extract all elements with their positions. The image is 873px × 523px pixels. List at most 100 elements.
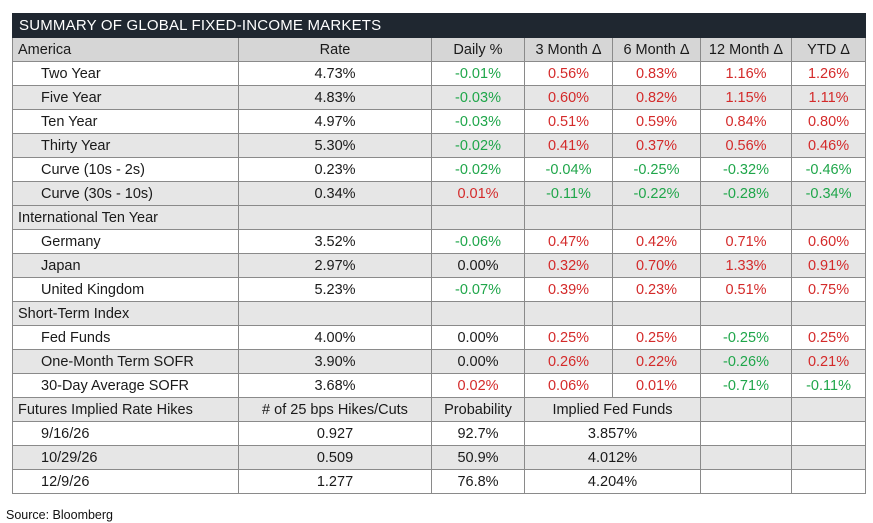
header-12m: 12 Month Δ bbox=[700, 37, 792, 62]
table-row: Curve (10s - 2s) 0.23% -0.02% -0.04% -0.25% -… bbox=[12, 157, 867, 182]
empty-cell bbox=[700, 469, 792, 494]
rate-cell: 0.34% bbox=[238, 181, 432, 206]
ytd-cell: -0.46% bbox=[790, 157, 867, 182]
six-month-cell: 0.59% bbox=[612, 109, 701, 134]
table-row: Fed Funds 4.00% 0.00% 0.25% 0.25% -0.25% 0.25% bbox=[12, 325, 867, 350]
ytd-cell: -0.34% bbox=[790, 181, 867, 206]
empty-cell bbox=[431, 205, 525, 230]
table-row: 12/9/26 1.277 76.8% 4.204% bbox=[12, 469, 867, 494]
table-row: Five Year 4.83% -0.03% 0.60% 0.82% 1.15% 1.11% bbox=[12, 85, 867, 110]
date-cell: 10/29/26 bbox=[12, 445, 239, 470]
twelve-month-cell: 0.51% bbox=[700, 277, 792, 302]
empty-cell bbox=[790, 469, 867, 494]
table-row: 10/29/26 0.509 50.9% 4.012% bbox=[12, 445, 867, 470]
twelve-month-cell: 0.71% bbox=[700, 229, 792, 254]
row-label: Thirty Year bbox=[12, 133, 239, 158]
rate-cell: 4.00% bbox=[238, 325, 432, 350]
rate-cell: 5.23% bbox=[238, 277, 432, 302]
twelve-month-cell: 0.84% bbox=[700, 109, 792, 134]
six-month-cell: 0.23% bbox=[612, 277, 701, 302]
row-label: United Kingdom bbox=[12, 277, 239, 302]
header-ytd: YTD Δ bbox=[790, 37, 867, 62]
rate-cell: 3.90% bbox=[238, 349, 432, 374]
daily-cell: 0.01% bbox=[431, 181, 525, 206]
three-month-cell: 0.39% bbox=[524, 277, 613, 302]
header-america: America bbox=[12, 37, 239, 62]
header-3m: 3 Month Δ bbox=[524, 37, 613, 62]
daily-cell: -0.07% bbox=[431, 277, 525, 302]
row-label: Ten Year bbox=[12, 109, 239, 134]
header-6m: 6 Month Δ bbox=[612, 37, 701, 62]
ytd-cell: 0.25% bbox=[790, 325, 867, 350]
table-row: Ten Year 4.97% -0.03% 0.51% 0.59% 0.84% 0.80% bbox=[12, 109, 867, 134]
rate-cell: 4.73% bbox=[238, 61, 432, 86]
table-row: Thirty Year 5.30% -0.02% 0.41% 0.37% 0.56% 0.4… bbox=[12, 133, 867, 158]
date-cell: 9/16/26 bbox=[12, 421, 239, 446]
section-futures: Futures Implied Rate Hikes # of 25 bps Hi… bbox=[12, 397, 867, 422]
empty-cell bbox=[524, 205, 613, 230]
rate-cell: 5.30% bbox=[238, 133, 432, 158]
row-label: Germany bbox=[12, 229, 239, 254]
ytd-cell: 0.75% bbox=[790, 277, 867, 302]
twelve-month-cell: 1.33% bbox=[700, 253, 792, 278]
daily-cell: -0.03% bbox=[431, 85, 525, 110]
table-row: Two Year 4.73% -0.01% 0.56% 0.83% 1.16% 1.26% bbox=[12, 61, 867, 86]
six-month-cell: -0.22% bbox=[612, 181, 701, 206]
ytd-cell: 0.46% bbox=[790, 133, 867, 158]
table-row: One-Month Term SOFR 3.90% 0.00% 0.26% 0.22% -… bbox=[12, 349, 867, 374]
row-label: One-Month Term SOFR bbox=[12, 349, 239, 374]
empty-cell bbox=[790, 205, 867, 230]
three-month-cell: 0.06% bbox=[524, 373, 613, 398]
empty-cell bbox=[700, 301, 792, 326]
fixed-income-summary: SUMMARY OF GLOBAL FIXED-INCOME MARKETS A… bbox=[11, 13, 867, 494]
rate-cell: 4.97% bbox=[238, 109, 432, 134]
empty-cell bbox=[431, 301, 525, 326]
daily-cell: -0.02% bbox=[431, 157, 525, 182]
twelve-month-cell: -0.71% bbox=[700, 373, 792, 398]
header-probability: Probability bbox=[431, 397, 525, 422]
six-month-cell: 0.01% bbox=[612, 373, 701, 398]
twelve-month-cell: 0.56% bbox=[700, 133, 792, 158]
empty-cell bbox=[524, 301, 613, 326]
rate-cell: 3.52% bbox=[238, 229, 432, 254]
row-label: Five Year bbox=[12, 85, 239, 110]
six-month-cell: 0.70% bbox=[612, 253, 701, 278]
header-rate: Rate bbox=[238, 37, 432, 62]
ytd-cell: 0.91% bbox=[790, 253, 867, 278]
rate-cell: 2.97% bbox=[238, 253, 432, 278]
six-month-cell: 0.25% bbox=[612, 325, 701, 350]
empty-cell bbox=[700, 421, 792, 446]
section-short-term: Short-Term Index bbox=[12, 301, 867, 326]
three-month-cell: 0.47% bbox=[524, 229, 613, 254]
section-title: Futures Implied Rate Hikes bbox=[12, 397, 239, 422]
empty-cell bbox=[790, 445, 867, 470]
implied-fed-funds-cell: 4.204% bbox=[524, 469, 701, 494]
empty-cell bbox=[790, 421, 867, 446]
daily-cell: -0.06% bbox=[431, 229, 525, 254]
six-month-cell: 0.82% bbox=[612, 85, 701, 110]
section-title: Short-Term Index bbox=[12, 301, 239, 326]
twelve-month-cell: -0.28% bbox=[700, 181, 792, 206]
hikes-cell: 0.927 bbox=[238, 421, 432, 446]
three-month-cell: 0.26% bbox=[524, 349, 613, 374]
daily-cell: -0.03% bbox=[431, 109, 525, 134]
row-label: Curve (30s - 10s) bbox=[12, 181, 239, 206]
three-month-cell: 0.32% bbox=[524, 253, 613, 278]
table-row: Japan 2.97% 0.00% 0.32% 0.70% 1.33% 0.91% bbox=[12, 253, 867, 278]
three-month-cell: 0.41% bbox=[524, 133, 613, 158]
daily-cell: -0.02% bbox=[431, 133, 525, 158]
ytd-cell: 0.21% bbox=[790, 349, 867, 374]
rate-cell: 4.83% bbox=[238, 85, 432, 110]
six-month-cell: 0.22% bbox=[612, 349, 701, 374]
table-row: United Kingdom 5.23% -0.07% 0.39% 0.23% 0.51%… bbox=[12, 277, 867, 302]
daily-cell: 0.00% bbox=[431, 349, 525, 374]
three-month-cell: 0.25% bbox=[524, 325, 613, 350]
ytd-cell: 0.60% bbox=[790, 229, 867, 254]
six-month-cell: -0.25% bbox=[612, 157, 701, 182]
source-note: Source: Bloomberg bbox=[6, 508, 114, 522]
ytd-cell: 0.80% bbox=[790, 109, 867, 134]
table-row: Germany 3.52% -0.06% 0.47% 0.42% 0.71% 0.60% bbox=[12, 229, 867, 254]
header-hikes: # of 25 bps Hikes/Cuts bbox=[238, 397, 432, 422]
empty-cell bbox=[612, 301, 701, 326]
probability-cell: 50.9% bbox=[431, 445, 525, 470]
